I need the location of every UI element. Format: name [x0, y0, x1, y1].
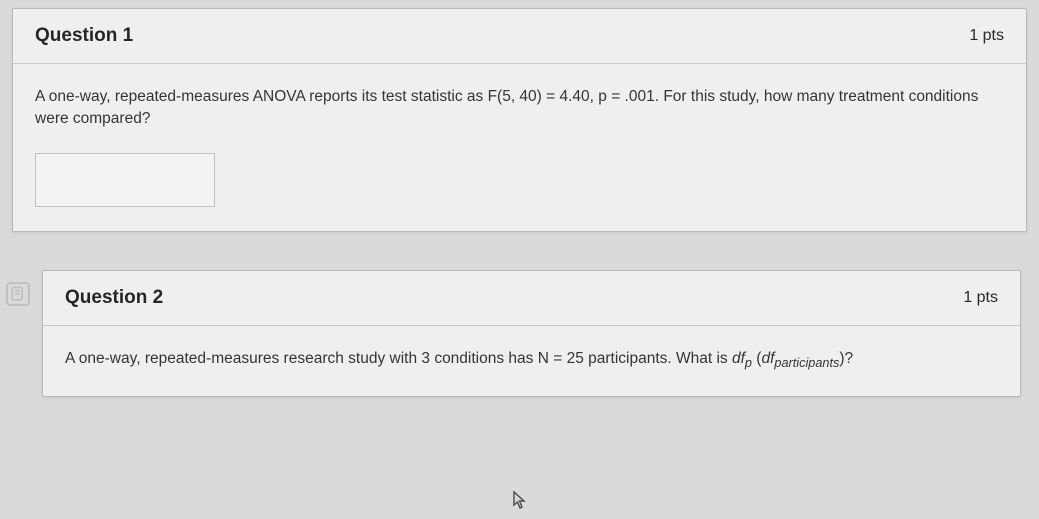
question-body: A one-way, repeated-measures research st…	[43, 326, 1020, 397]
df-paren: df	[761, 350, 774, 367]
question-text-prefix: A one-way, repeated-measures research st…	[65, 350, 732, 367]
question-points: 1 pts	[963, 289, 998, 307]
question-header: Question 1 1 pts	[13, 9, 1026, 64]
question-marker-icon	[6, 282, 30, 306]
df-paren-sub: participants	[774, 355, 839, 370]
df-term: df	[732, 350, 745, 367]
question-card-2: Question 2 1 pts A one-way, repeated-mea…	[42, 270, 1021, 398]
question-header: Question 2 1 pts	[43, 271, 1020, 326]
question-card-1: Question 1 1 pts A one-way, repeated-mea…	[12, 8, 1027, 232]
question-text: A one-way, repeated-measures ANOVA repor…	[35, 86, 1004, 131]
question-points: 1 pts	[969, 27, 1004, 45]
answer-input[interactable]	[35, 153, 215, 207]
question-body: A one-way, repeated-measures ANOVA repor…	[13, 64, 1026, 231]
df-sub: p	[745, 355, 752, 370]
cursor-icon	[512, 490, 528, 515]
question-text-suffix: )?	[839, 350, 853, 367]
question-title: Question 1	[35, 25, 133, 47]
answer-area	[35, 153, 1004, 207]
question-title: Question 2	[65, 287, 163, 309]
